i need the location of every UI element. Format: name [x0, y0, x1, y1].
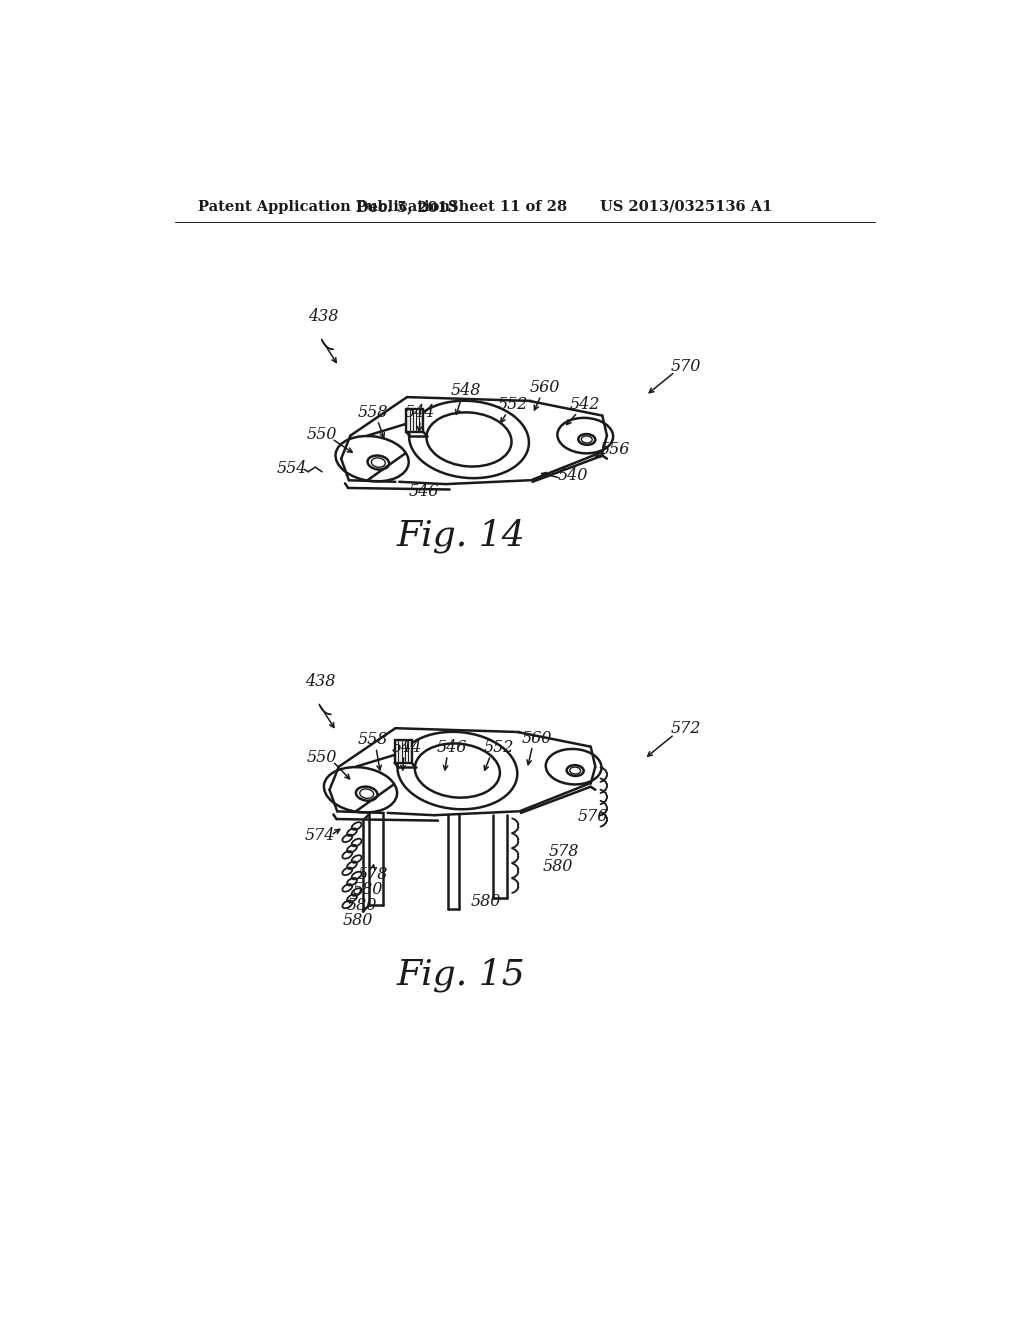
Text: Fig. 14: Fig. 14 — [397, 519, 525, 553]
Text: 438: 438 — [308, 308, 339, 325]
Text: 546: 546 — [437, 739, 467, 756]
Text: 540: 540 — [558, 467, 588, 484]
Text: 558: 558 — [357, 731, 388, 748]
FancyBboxPatch shape — [394, 739, 412, 763]
Text: 558: 558 — [357, 404, 388, 421]
Text: Fig. 15: Fig. 15 — [397, 957, 525, 991]
FancyBboxPatch shape — [407, 409, 423, 432]
Text: 556: 556 — [599, 441, 630, 458]
Text: 580: 580 — [347, 896, 377, 913]
Text: 550: 550 — [306, 748, 337, 766]
Text: 552: 552 — [498, 396, 528, 413]
Text: 580: 580 — [342, 912, 373, 929]
Text: 574: 574 — [305, 828, 336, 845]
Text: 578: 578 — [549, 843, 579, 859]
Text: 560: 560 — [529, 379, 560, 396]
Text: 546: 546 — [409, 483, 439, 499]
Text: 548: 548 — [451, 383, 481, 400]
Text: Patent Application Publication: Patent Application Publication — [198, 199, 450, 214]
Text: 580: 580 — [471, 892, 501, 909]
Text: 580: 580 — [542, 858, 572, 875]
Text: Dec. 5, 2013: Dec. 5, 2013 — [356, 199, 458, 214]
Text: 542: 542 — [570, 396, 600, 413]
Text: 572: 572 — [671, 719, 701, 737]
Text: Sheet 11 of 28: Sheet 11 of 28 — [449, 199, 567, 214]
Text: 550: 550 — [306, 425, 337, 442]
Text: 578: 578 — [357, 866, 388, 883]
Text: 554: 554 — [278, 461, 307, 478]
Text: 576: 576 — [578, 808, 608, 825]
Text: 544: 544 — [404, 404, 434, 421]
Text: 438: 438 — [305, 673, 336, 690]
Text: 570: 570 — [671, 358, 701, 375]
Text: US 2013/0325136 A1: US 2013/0325136 A1 — [600, 199, 772, 214]
Text: 552: 552 — [483, 739, 514, 756]
Text: 580: 580 — [353, 882, 383, 899]
Text: 544: 544 — [392, 739, 422, 756]
Text: 560: 560 — [522, 730, 552, 747]
